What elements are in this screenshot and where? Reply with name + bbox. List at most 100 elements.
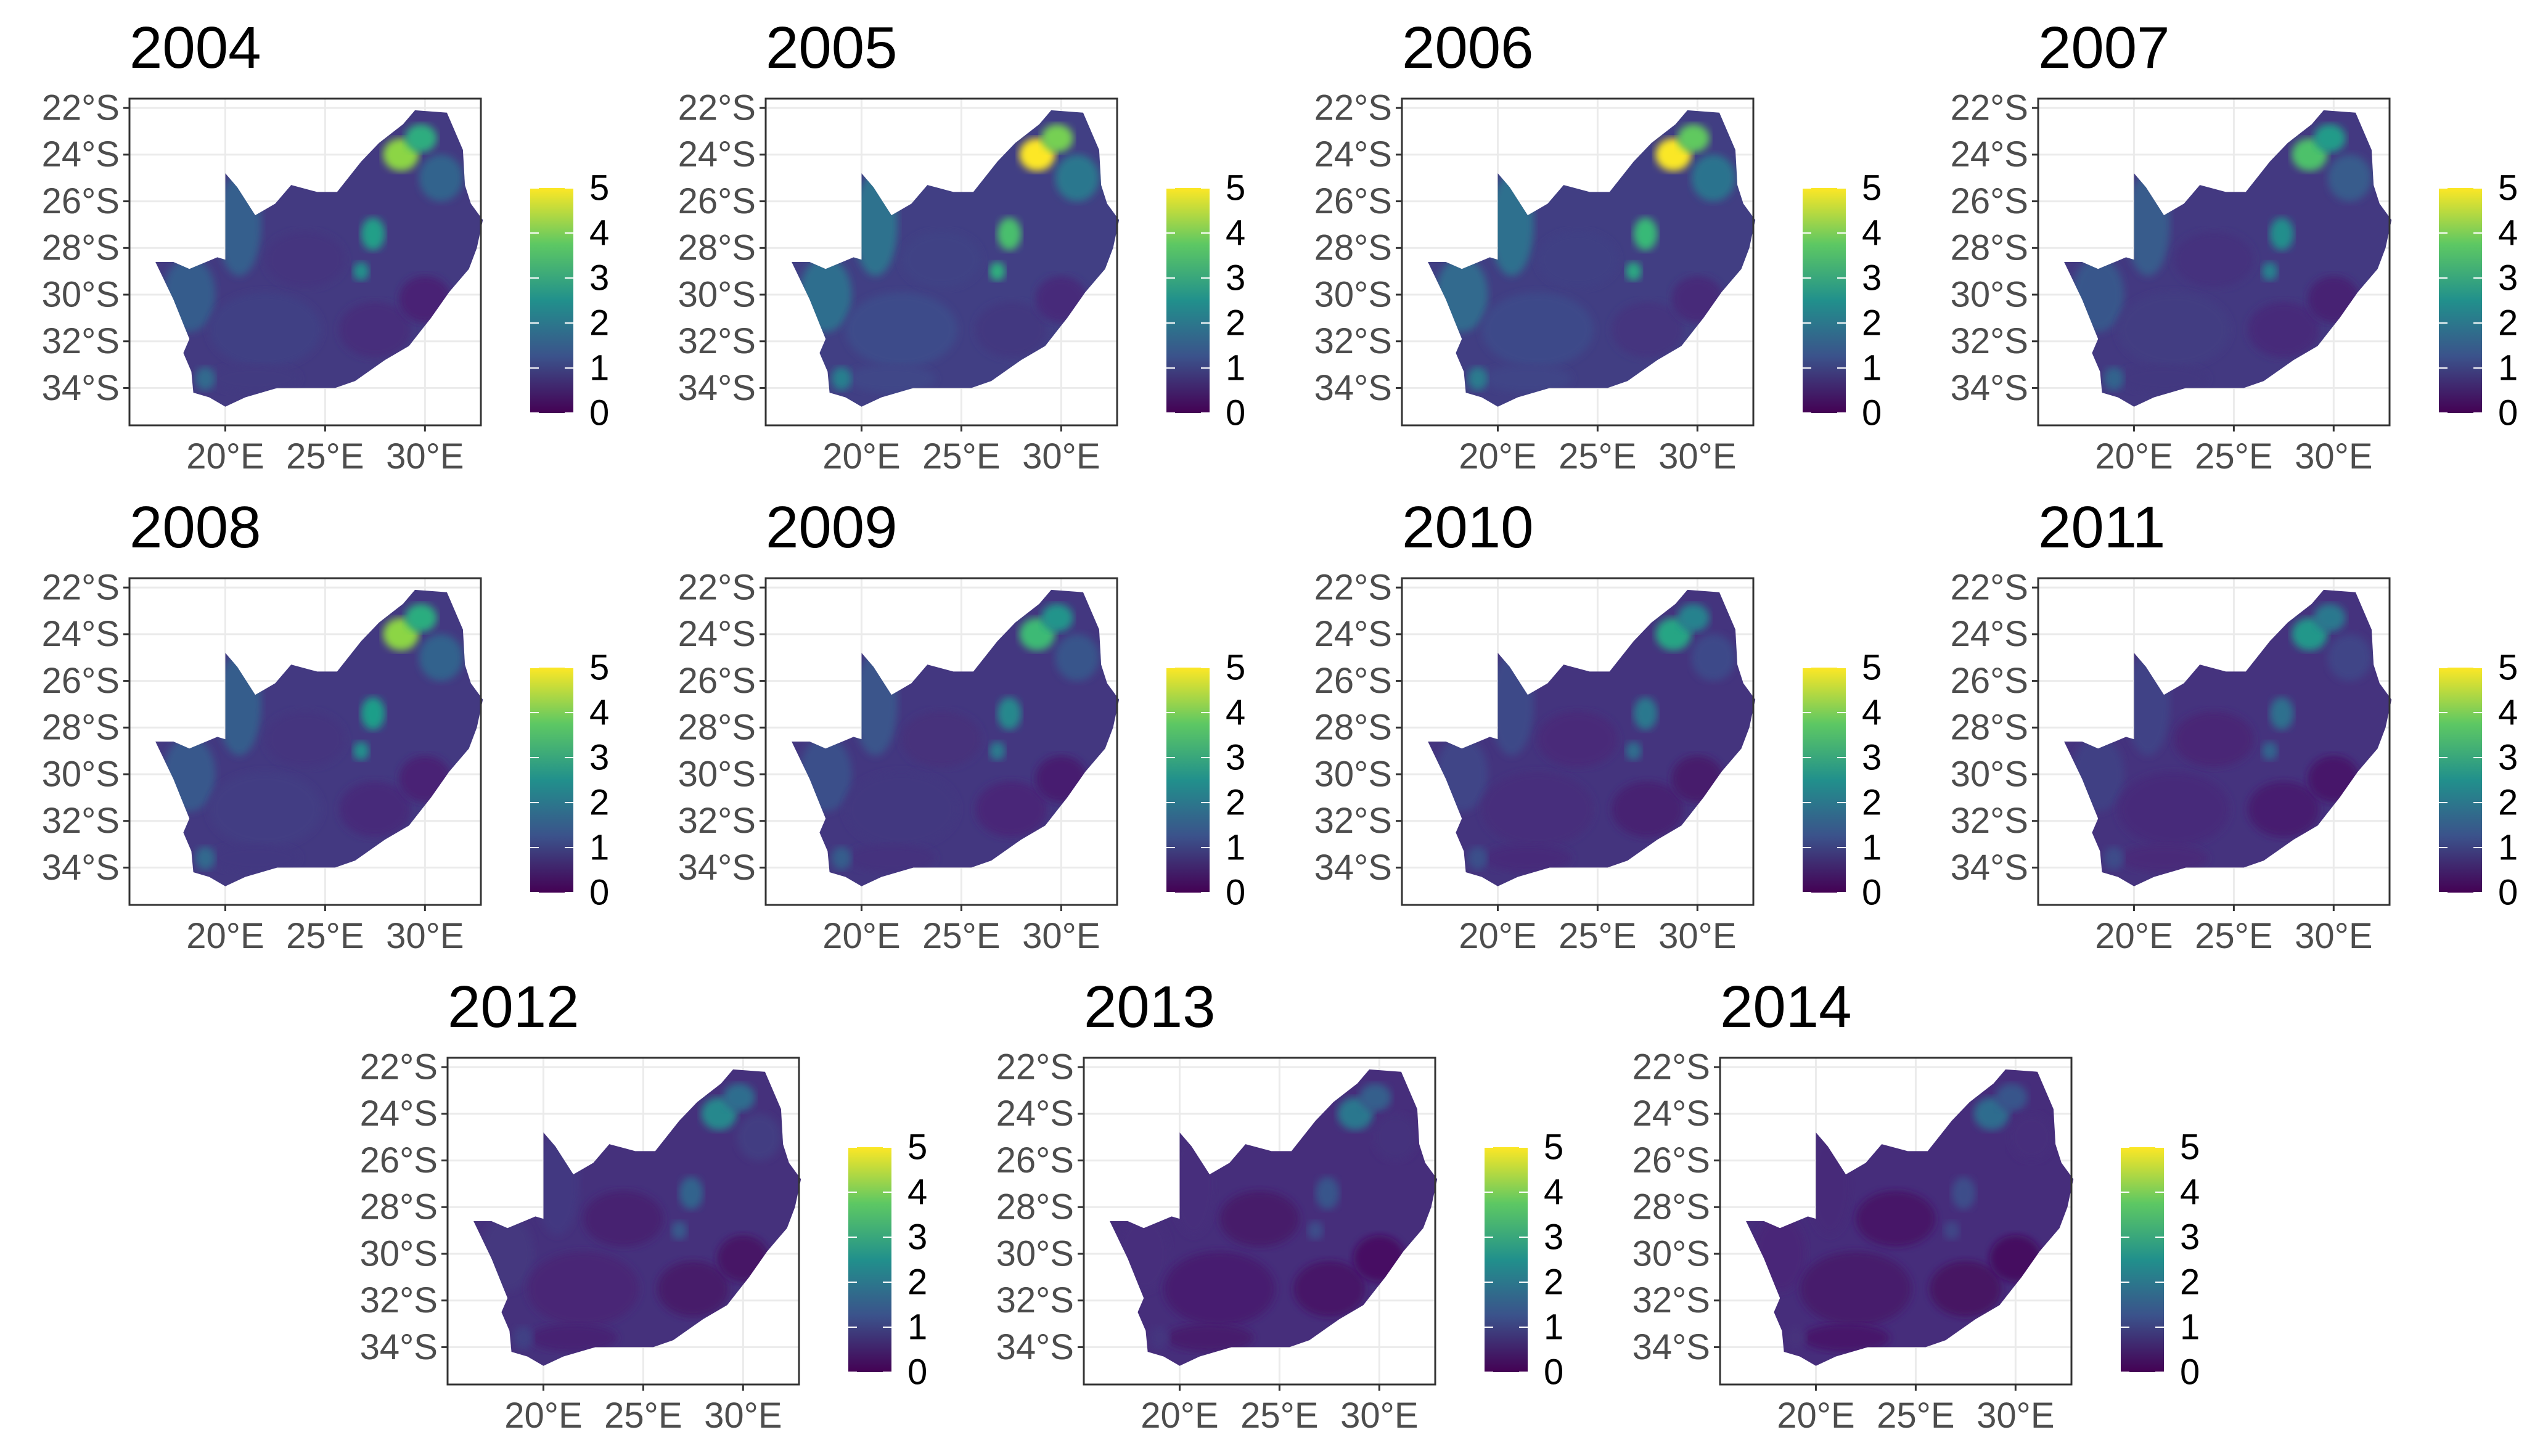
map-svg: 22°S 24°S 26°S 28°S 30°S 32°S 34°S 20°E 25°E 30°E… [996, 1047, 1564, 1436]
plot-frame [1719, 1057, 2073, 1386]
y-tick-label: 34°S [996, 1327, 1074, 1367]
y-tick-label: 22°S [1314, 88, 1392, 128]
map-svg: 22°S 24°S 26°S 28°S 30°S 32°S 34°S 20°E 25°E 30°E… [1632, 1047, 2200, 1436]
panel-title: 2014 [1720, 974, 1852, 1040]
legend-label: 2 [2498, 303, 2518, 343]
legend-label: 2 [1862, 782, 1882, 822]
legend-label: 5 [2180, 1127, 2200, 1167]
y-tick-label: 32°S [678, 321, 756, 361]
panel-title: 2010 [1402, 494, 1534, 560]
district-region [2269, 697, 2294, 730]
district-region [901, 711, 981, 767]
x-tick-label: 30°E [2295, 436, 2372, 476]
district-region [1625, 262, 1642, 281]
legend-label: 4 [1862, 213, 1882, 253]
y-tick-label: 28°S [1951, 228, 2028, 268]
district-region [1856, 1190, 1936, 1247]
district-region [831, 367, 852, 391]
legend-label: 3 [1862, 737, 1882, 777]
district-region [2261, 742, 2278, 761]
district-region [2174, 711, 2254, 767]
y-tick-label: 32°S [360, 1280, 438, 1320]
legend-label: 4 [907, 1172, 927, 1212]
district-region [209, 772, 321, 847]
district-region [1163, 1251, 1276, 1327]
district-region [1633, 218, 1658, 251]
legend-label: 4 [1226, 213, 1245, 253]
district-region [1800, 1251, 1912, 1327]
y-tick-label: 32°S [42, 801, 120, 841]
legend-label: 2 [1226, 782, 1245, 822]
plot-frame [764, 97, 1118, 427]
legend-label: 3 [1226, 737, 1245, 777]
district-region [1483, 844, 1572, 872]
plot-frame [446, 1057, 800, 1386]
legend-label: 5 [1544, 1127, 1563, 1167]
map-svg: 22°S 24°S 26°S 28°S 30°S 32°S 34°S 20°E 25°E 30°E… [42, 88, 610, 476]
map-svg: 22°S 24°S 26°S 28°S 30°S 32°S 34°S 20°E 25°E 30°E… [1314, 567, 1882, 956]
district-region [339, 781, 411, 838]
district-region [353, 742, 369, 761]
legend-colorbar [2121, 1147, 2164, 1372]
y-tick-label: 22°S [996, 1047, 1074, 1087]
y-tick-label: 28°S [1951, 708, 2028, 748]
panel-title: 2005 [766, 15, 898, 81]
legend-label: 2 [1544, 1262, 1563, 1302]
legend-label: 3 [2498, 737, 2518, 777]
y-tick-label: 22°S [1632, 1047, 1710, 1087]
legend-label: 3 [1226, 258, 1245, 298]
map-svg: 22°S 24°S 26°S 28°S 30°S 32°S 34°S 20°E 25°E 30°E… [42, 567, 610, 956]
y-tick-label: 30°S [360, 1233, 438, 1274]
map-panel-2008: 2008 22°S 24°S 26°S 28°S 30°S 32°S 34°S 20°E 25°E… [0, 480, 634, 957]
district-region [1612, 301, 1684, 358]
map-svg: 22°S 24°S 26°S 28°S 30°S 32°S 34°S 20°E 25°E 30°E… [678, 567, 1246, 956]
y-tick-label: 28°S [996, 1187, 1074, 1227]
legend-label: 0 [2498, 872, 2518, 912]
y-tick-label: 30°S [42, 754, 120, 794]
panel-title: 2007 [2038, 15, 2170, 81]
y-tick-label: 32°S [42, 321, 120, 361]
x-tick-label: 30°E [386, 436, 464, 476]
y-tick-label: 32°S [1951, 321, 2028, 361]
district-region [989, 742, 1006, 761]
legend-label: 0 [1862, 872, 1882, 912]
legend-label: 1 [1226, 348, 1245, 388]
y-tick-label: 24°S [1951, 614, 2028, 654]
district-region [195, 846, 216, 870]
y-tick-label: 34°S [42, 368, 120, 408]
district-region [353, 262, 369, 281]
y-tick-label: 24°S [1951, 134, 2028, 174]
district-region [1307, 1221, 1324, 1240]
panel-title: 2006 [1402, 15, 1534, 81]
legend-label: 1 [589, 827, 609, 867]
district-fills [1436, 603, 1735, 872]
plot-frame [128, 97, 482, 427]
x-tick-label: 25°E [922, 916, 1000, 956]
legend-label: 5 [1226, 168, 1245, 208]
y-tick-label: 24°S [1314, 614, 1392, 654]
district-region [847, 364, 936, 393]
y-tick-label: 28°S [360, 1187, 438, 1227]
legend-colorbar [1803, 188, 1846, 413]
district-region [2118, 292, 2230, 367]
map-svg: 22°S 24°S 26°S 28°S 30°S 32°S 34°S 20°E 25°E 30°E… [1314, 88, 1882, 476]
x-tick-label: 30°E [1658, 436, 1736, 476]
district-region [1149, 1326, 1170, 1350]
y-tick-label: 34°S [42, 848, 120, 888]
y-tick-label: 26°S [678, 181, 756, 221]
legend-label: 3 [1862, 258, 1882, 298]
district-region [2248, 781, 2320, 838]
district-region [2248, 301, 2320, 358]
x-tick-label: 25°E [286, 436, 364, 476]
district-region [845, 772, 957, 847]
y-tick-label: 34°S [360, 1327, 438, 1367]
district-region [975, 301, 1047, 358]
y-tick-label: 26°S [42, 181, 120, 221]
legend-colorbar [2439, 668, 2482, 893]
district-region [1055, 154, 1099, 202]
district-region [339, 301, 411, 358]
district-fills [800, 124, 1099, 393]
x-tick-label: 30°E [1977, 1396, 2054, 1436]
district-region [1801, 1323, 1890, 1352]
legend-label: 0 [2498, 393, 2518, 433]
